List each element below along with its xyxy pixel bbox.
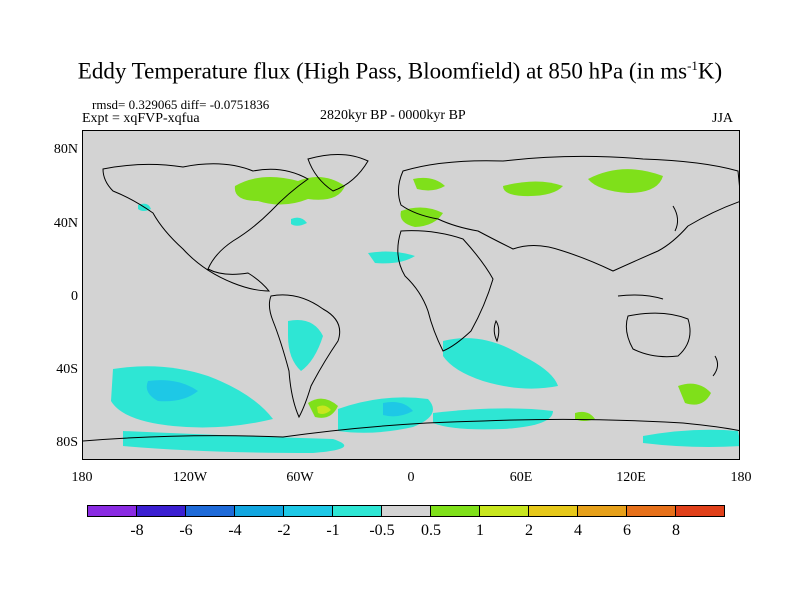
colorbar-swatch (283, 505, 333, 517)
lat-label-40n: 40N (53, 216, 78, 231)
lon-label-120w: 120W (172, 470, 208, 485)
coast-japan (672, 205, 679, 232)
positive-region-north-atlantic (234, 177, 345, 205)
colorbar-swatch (234, 505, 284, 517)
coastlines (83, 154, 739, 442)
colorbar-tick-label: -0.5 (369, 522, 395, 539)
coast-eurasia (397, 155, 739, 272)
colorbar-tick-label: 1 (476, 522, 484, 539)
negative-region-indian-ocean-south (433, 408, 553, 430)
positive-region-europe (400, 207, 443, 227)
period-label: 2820kyr BP - 0000kyr BP (320, 108, 466, 123)
title-main: Eddy Temperature flux (High Pass, Bloomf… (77, 58, 688, 84)
colorbar-swatch (626, 505, 676, 517)
coast-africa (397, 230, 494, 352)
negative-region-tropical-atlantic (368, 251, 415, 264)
title-suffix: K) (697, 58, 723, 84)
colorbar-swatch (430, 505, 480, 517)
negative-region-antarctica (123, 431, 345, 453)
colorbar-tick-label: 0.5 (421, 522, 441, 539)
colorbar-tick-label: 4 (574, 522, 582, 539)
positive-region-central-asia (503, 181, 563, 197)
colorbar-swatch (577, 505, 627, 517)
colorbar-tick-label: -4 (228, 522, 242, 539)
lon-label-180w: 180 (71, 470, 93, 485)
lon-label-180e: 180 (730, 470, 752, 485)
negative-region-east-pacific-north (643, 429, 739, 447)
map-canvas (83, 154, 739, 453)
coast-madagascar (493, 319, 500, 343)
lat-label-80s: 80S (56, 435, 78, 450)
positive-region-siberia (588, 169, 663, 193)
colorbar-swatch (479, 505, 529, 517)
negative-region-south-africa-ocean (443, 338, 558, 389)
strong-positive-regions (317, 405, 331, 414)
colorbar-tick-label: 6 (623, 522, 631, 539)
coast-new-zealand (712, 355, 719, 377)
positive-region-antarctic-coast (575, 411, 595, 421)
colorbar-swatch (675, 505, 725, 517)
colorbar-tick-label: -1 (326, 522, 340, 539)
coast-antarctica (83, 418, 739, 442)
coast-north-america (102, 163, 309, 292)
moderate-negative-south-pacific (146, 380, 198, 402)
lat-label-0: 0 (71, 289, 78, 304)
positive-region-scandinavia (413, 177, 445, 191)
moderate-negative-southern-ocean (383, 402, 413, 417)
coast-greenland (307, 154, 369, 192)
lon-label-60w: 60W (286, 470, 314, 485)
experiment-label: Expt = xqFVP-xqfua (82, 111, 200, 126)
moderate-negative-regions (146, 380, 413, 417)
colorbar-swatch (87, 505, 137, 517)
lat-label-40s: 40S (56, 362, 78, 377)
strong-positive-south-atlantic (317, 405, 331, 414)
coast-indonesia (617, 294, 664, 300)
colorbar-swatch (381, 505, 431, 517)
negative-anomaly-regions (111, 203, 739, 453)
colorbar-swatch (332, 505, 382, 517)
positive-region-southern-ocean-east (678, 383, 711, 405)
coast-south-america (268, 294, 341, 419)
colorbar-tick-label: -2 (277, 522, 291, 539)
colorbar-swatch (136, 505, 186, 517)
map-panel (82, 130, 740, 460)
colorbar-swatch (185, 505, 235, 517)
lon-label-120e: 120E (616, 470, 646, 485)
colorbar-tick-label: 2 (525, 522, 533, 539)
colorbar (87, 505, 725, 517)
colorbar-tick-label: -8 (130, 522, 144, 539)
negative-region-south-pacific (111, 366, 273, 428)
negative-region-north-canada (291, 217, 307, 226)
colorbar-tick-label: 8 (672, 522, 680, 539)
stats-text: rmsd= 0.329065 diff= -0.0751836 (92, 97, 270, 112)
colorbar-swatch (528, 505, 578, 517)
map-title: Eddy Temperature flux (High Pass, Bloomf… (0, 58, 800, 85)
colorbar-tick-label: -6 (179, 522, 193, 539)
season-label: JJA (712, 111, 734, 126)
lon-label-0: 0 (407, 470, 415, 485)
coast-australia (625, 312, 691, 358)
title-superscript: -1 (687, 58, 698, 73)
lon-label-60e: 60E (509, 470, 533, 485)
lat-label-80n: 80N (53, 142, 78, 157)
negative-region-south-america (288, 320, 323, 371)
